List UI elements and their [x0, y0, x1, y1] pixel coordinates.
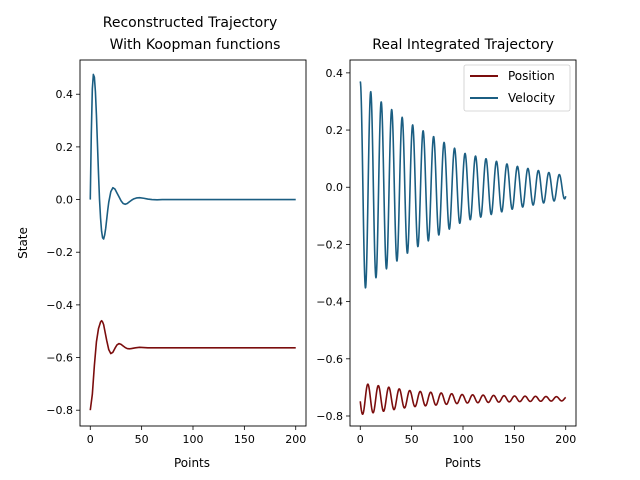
- legend-label-velocity: Velocity: [508, 91, 555, 105]
- x-tick-label: 150: [504, 433, 525, 446]
- series-line-velocity: [359, 81, 567, 289]
- series-line-position: [359, 383, 567, 416]
- x-tick-label: 100: [183, 433, 204, 446]
- y-tick-label: 0.4: [326, 67, 344, 80]
- right-x-axis-label: Points: [445, 456, 481, 470]
- y-tick-label: −0.8: [316, 410, 343, 423]
- right-title: Real Integrated Trajectory: [372, 37, 554, 53]
- legend: Position Velocity: [463, 64, 571, 112]
- left-subplot: Reconstructed Trajectory With Koopman fu…: [16, 15, 307, 470]
- left-x-axis-label: Points: [174, 456, 210, 470]
- y-tick-label: 0.4: [56, 88, 74, 101]
- y-tick-label: −0.6: [46, 352, 73, 365]
- right-subplot: Real Integrated Trajectory 0 50 100 150 200 −…: [316, 37, 577, 470]
- left-title-line-2: With Koopman functions: [110, 37, 281, 53]
- x-tick-label: 50: [405, 433, 419, 446]
- y-tick-label: 0.2: [326, 124, 344, 137]
- y-tick-label: 0.2: [56, 141, 74, 154]
- left-axis-ticks: 0 50 100 150 200 −0.8 −0.6 −0.4 −0.2 0.0 0.2 0.4: [46, 88, 306, 446]
- y-tick-label: 0.0: [326, 181, 344, 194]
- y-tick-label: −0.4: [316, 296, 343, 309]
- y-tick-label: 0.0: [56, 194, 74, 207]
- series-line-series-1: [89, 319, 296, 411]
- y-tick-label: −0.6: [316, 353, 343, 366]
- x-tick-label: 0: [87, 433, 94, 446]
- x-tick-label: 150: [234, 433, 255, 446]
- right-plot-marks: [359, 81, 567, 416]
- x-tick-label: 200: [555, 433, 576, 446]
- legend-label-position: Position: [508, 69, 555, 83]
- y-tick-label: −0.2: [46, 246, 73, 259]
- left-plot-marks: [89, 73, 296, 411]
- y-tick-label: −0.2: [316, 238, 343, 251]
- series-line-series-0: [89, 73, 296, 240]
- right-axis-ticks: 0 50 100 150 200 −0.8 −0.6 −0.4 −0.2 0.0 0.2 0.4: [316, 67, 576, 446]
- left-y-axis-label: State: [16, 227, 30, 259]
- left-title-line-1: Reconstructed Trajectory: [103, 15, 278, 31]
- y-tick-label: −0.4: [46, 299, 73, 312]
- y-tick-label: −0.8: [46, 404, 73, 417]
- x-tick-label: 100: [453, 433, 474, 446]
- x-tick-label: 0: [357, 433, 364, 446]
- x-tick-label: 200: [285, 433, 306, 446]
- x-tick-label: 50: [135, 433, 149, 446]
